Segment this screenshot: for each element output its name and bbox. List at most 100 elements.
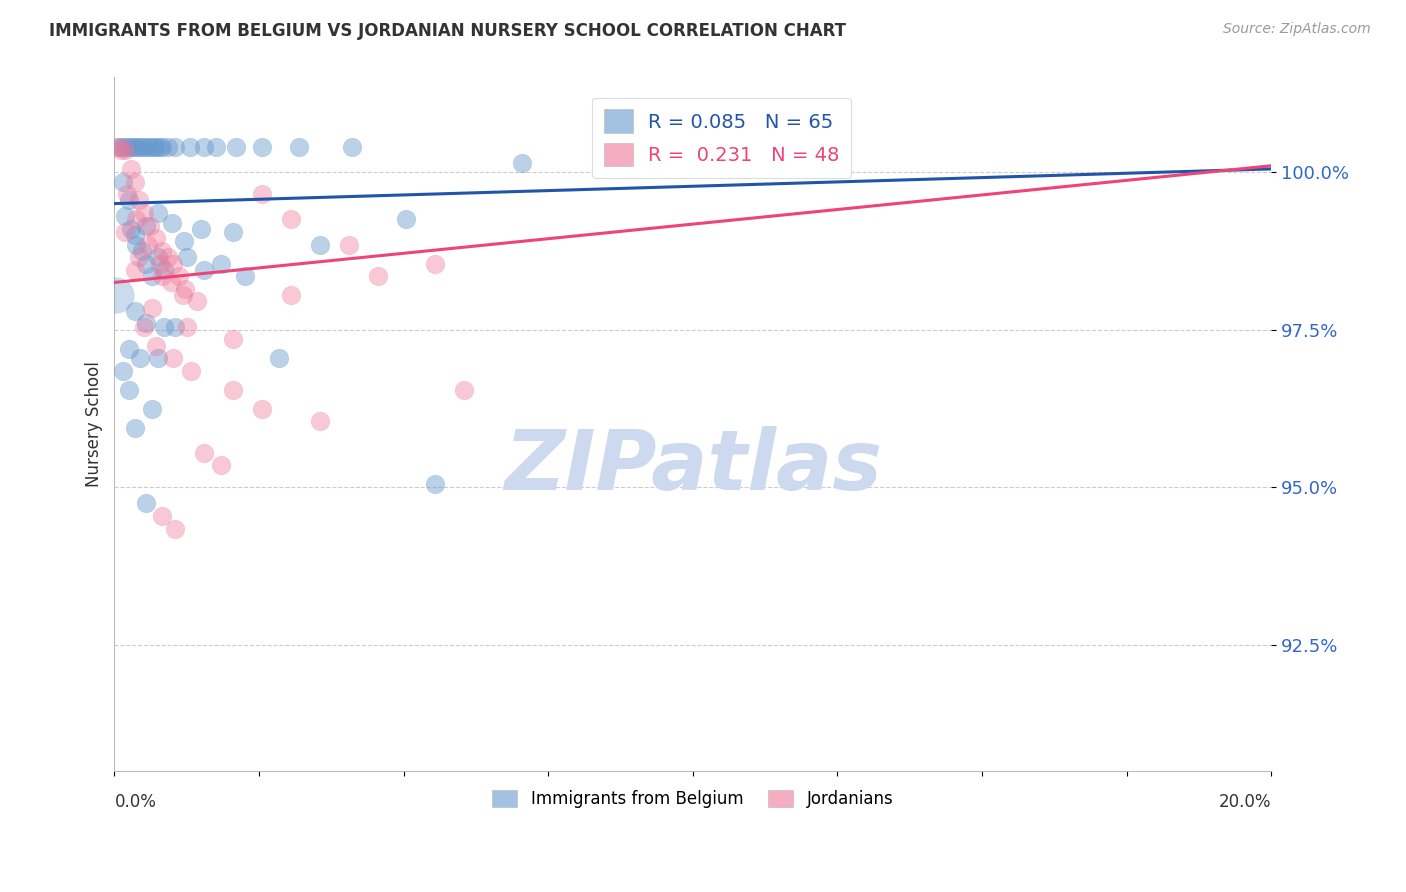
Point [150,269,173,284]
Point [128,140,150,154]
Text: ZIPatlas: ZIPatlas [503,425,882,507]
Point [160,276,183,290]
Point [150,140,173,154]
Point [125,140,148,154]
Point [118,342,141,356]
Point [134,206,156,220]
Point [269,351,291,366]
Point [120,161,142,176]
Point [308,237,330,252]
Point [141,269,163,284]
Point [114,209,136,223]
Point [105,288,128,302]
Point [193,140,215,154]
Point [162,215,184,229]
Point [204,140,226,154]
Point [172,288,194,302]
Point [118,383,141,397]
Point [156,140,179,154]
Point [180,364,202,378]
Point [112,364,135,378]
Point [110,140,132,154]
Point [250,187,273,202]
Point [141,401,163,416]
Point [176,250,198,264]
Point [145,231,167,245]
Point [222,332,245,346]
Point [124,420,146,434]
Point [150,244,173,258]
Point [165,319,187,334]
Point [209,256,232,270]
Point [135,317,157,331]
Point [152,319,174,334]
Legend: Immigrants from Belgium, Jordanians: Immigrants from Belgium, Jordanians [485,783,900,815]
Point [165,521,187,535]
Point [367,269,389,284]
Point [107,140,129,154]
Point [139,219,162,233]
Point [193,446,215,460]
Point [146,351,169,366]
Point [152,263,174,277]
Point [179,140,201,154]
Point [156,250,179,264]
Point [209,458,232,473]
Point [125,237,148,252]
Text: 20.0%: 20.0% [1219,794,1271,812]
Point [122,140,145,154]
Point [425,256,447,270]
Point [124,303,146,318]
Point [280,288,302,302]
Point [308,414,330,428]
Point [162,256,184,270]
Point [114,143,136,157]
Point [425,477,447,491]
Point [453,383,475,397]
Text: 0.0%: 0.0% [114,794,156,812]
Point [124,228,146,243]
Point [142,140,165,154]
Point [225,140,247,154]
Point [120,140,142,154]
Point [124,263,146,277]
Text: Source: ZipAtlas.com: Source: ZipAtlas.com [1223,22,1371,37]
Point [150,508,173,523]
Point [129,351,152,366]
Point [250,140,273,154]
Point [134,319,156,334]
Point [135,496,157,510]
Point [110,143,132,157]
Point [120,222,142,236]
Point [685,143,707,157]
Text: IMMIGRANTS FROM BELGIUM VS JORDANIAN NURSERY SCHOOL CORRELATION CHART: IMMIGRANTS FROM BELGIUM VS JORDANIAN NUR… [49,22,846,40]
Point [148,140,170,154]
Y-axis label: Nursery School: Nursery School [86,361,103,487]
Point [176,319,198,334]
Point [167,269,190,284]
Point [186,294,208,309]
Point [174,282,197,296]
Point [128,250,150,264]
Point [288,140,311,154]
Point [118,194,141,208]
Point [280,212,302,227]
Point [131,140,153,154]
Point [145,140,167,154]
Point [146,206,169,220]
Point [141,301,163,315]
Point [131,244,153,258]
Point [395,212,418,227]
Point [510,155,533,169]
Point [108,140,131,154]
Point [145,338,167,352]
Point [124,175,146,189]
Point [337,237,360,252]
Point [222,225,245,239]
Point [135,256,157,270]
Point [162,351,184,366]
Point [340,140,363,154]
Point [222,383,245,397]
Point [115,140,138,154]
Point [134,140,156,154]
